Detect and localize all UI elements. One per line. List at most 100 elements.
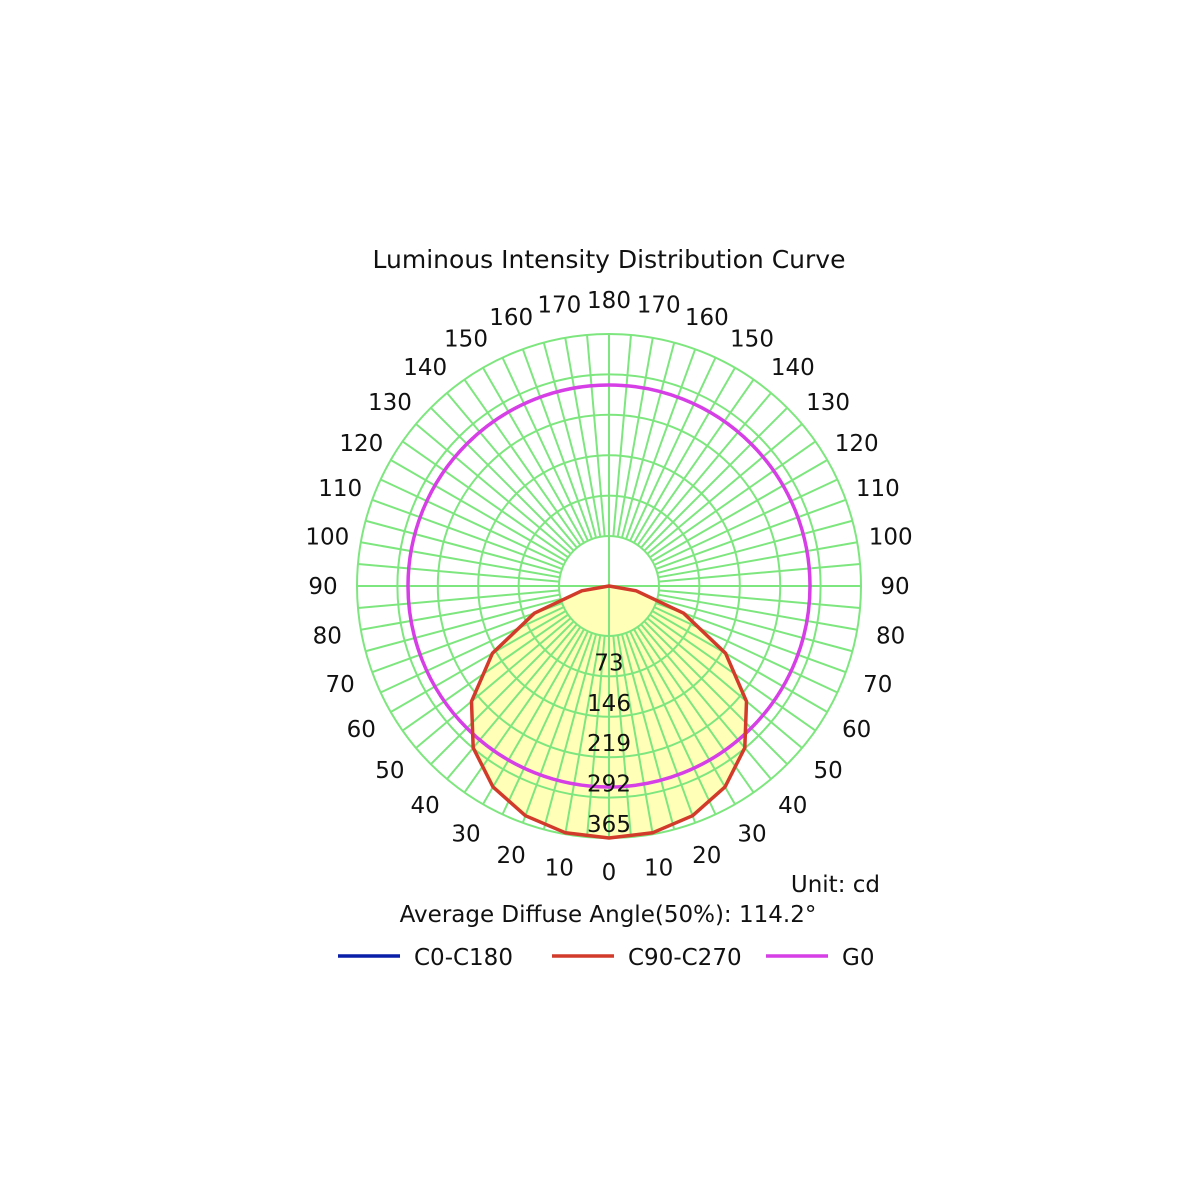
angle-tick-label: 80 <box>876 624 905 650</box>
grid-spoke <box>586 334 606 537</box>
grid-spoke <box>415 423 572 555</box>
grid-spoke <box>653 606 838 694</box>
grid-spoke <box>463 379 582 546</box>
angle-tick-label: 130 <box>806 390 850 416</box>
radial-tick-label: 365 <box>587 812 631 838</box>
grid-spoke <box>521 348 593 540</box>
grid-spoke <box>521 632 593 824</box>
grid-spoke <box>380 606 565 694</box>
grid-spoke <box>629 630 717 815</box>
angle-labels: 0102030405060708090100110120130140150160… <box>305 288 912 886</box>
grid-spoke <box>625 348 697 540</box>
grid-spoke <box>357 589 560 609</box>
grid-spoke <box>371 602 563 674</box>
grid-spoke <box>658 593 858 631</box>
grid-spoke <box>643 407 788 552</box>
grid-spoke <box>629 357 717 542</box>
angle-tick-label: 80 <box>313 624 342 650</box>
grid-spoke <box>402 440 569 559</box>
grid-spoke <box>357 563 560 583</box>
data-marks <box>406 383 812 840</box>
angle-tick-label: 90 <box>308 574 337 600</box>
angle-tick-label: 20 <box>497 843 526 869</box>
grid-spoke <box>482 367 585 544</box>
grid-spoke <box>360 541 560 579</box>
angle-tick-label: 70 <box>863 672 892 698</box>
grid-spoke <box>371 498 563 570</box>
radial-tick-label: 146 <box>587 691 631 717</box>
grid-spoke <box>365 519 561 575</box>
angle-tick-label: 100 <box>305 524 349 550</box>
radial-tick-label: 73 <box>594 650 623 676</box>
angle-tick-label: 150 <box>730 326 774 352</box>
grid-spoke <box>390 610 567 713</box>
grid-spoke <box>643 620 788 765</box>
angle-tick-label: 140 <box>771 355 815 381</box>
grid-spoke <box>501 630 589 815</box>
legend: C0-C180 C90-C270 G0 <box>338 945 874 971</box>
radial-labels: 73 146 219 292 365 <box>587 650 631 838</box>
grid-spoke <box>542 634 598 830</box>
grid-spoke <box>542 342 598 538</box>
grid-spoke <box>612 635 632 838</box>
grid-spoke <box>655 498 847 570</box>
chart-title: Luminous Intensity Distribution Curve <box>373 245 846 274</box>
radial-tick-label: 292 <box>587 772 631 798</box>
grid-spoke <box>446 392 578 549</box>
angle-tick-label: 50 <box>375 758 404 784</box>
angle-tick-label: 10 <box>644 856 673 882</box>
grid-spoke <box>380 478 565 566</box>
grid-spoke <box>586 635 606 838</box>
angle-tick-label: 50 <box>813 758 842 784</box>
grid-spoke <box>655 602 847 674</box>
angle-tick-label: 0 <box>602 860 617 886</box>
grid-spoke <box>658 563 861 583</box>
angle-tick-label: 150 <box>444 326 488 352</box>
angle-tick-label: 30 <box>737 822 766 848</box>
grid-spoke <box>657 519 853 575</box>
angle-tick-label: 40 <box>778 793 807 819</box>
grid-spoke <box>636 379 755 546</box>
angle-tick-label: 60 <box>842 717 871 743</box>
grid-spoke <box>657 597 853 653</box>
grid-spoke <box>415 617 572 749</box>
angle-tick-label: 10 <box>545 856 574 882</box>
grid-spoke <box>646 423 803 555</box>
angle-tick-label: 20 <box>692 843 721 869</box>
angle-tick-label: 180 <box>587 288 631 314</box>
grid-spoke <box>430 620 575 765</box>
grid-spoke <box>646 617 803 749</box>
grid-spoke <box>430 407 575 552</box>
angle-tick-label: 70 <box>326 672 355 698</box>
angle-tick-label: 120 <box>339 431 383 457</box>
grid-spoke <box>649 440 816 559</box>
angle-tick-label: 30 <box>451 822 480 848</box>
grid-spoke <box>482 628 585 805</box>
series-c90-c270 <box>469 584 749 840</box>
angle-tick-label: 140 <box>403 355 447 381</box>
grid-spoke <box>446 623 578 780</box>
unit-label: Unit: cd <box>791 872 880 898</box>
grid-spoke <box>620 342 676 538</box>
diffuse-angle-label: Average Diffuse Angle(50%): 114.2° <box>400 902 817 928</box>
angle-tick-label: 170 <box>637 292 681 318</box>
series-g0 <box>406 383 812 789</box>
grid-spoke <box>640 623 772 780</box>
grid-spoke <box>616 337 654 537</box>
radial-tick-label: 219 <box>587 731 631 757</box>
grid-spoke <box>616 635 654 835</box>
angle-tick-label: 40 <box>411 793 440 819</box>
grid-spoke <box>612 334 632 537</box>
angle-tick-label: 130 <box>368 390 412 416</box>
grid-spoke <box>640 392 772 549</box>
grid-spoke <box>658 541 858 579</box>
angle-tick-label: 100 <box>869 524 913 550</box>
grid-spoke <box>501 357 589 542</box>
legend-label: C0-C180 <box>414 945 513 971</box>
angle-tick-label: 160 <box>489 305 533 331</box>
angle-tick-label: 110 <box>856 476 900 502</box>
angle-tick-label: 120 <box>835 431 879 457</box>
angle-tick-label: 170 <box>537 292 581 318</box>
legend-label: C90-C270 <box>628 945 742 971</box>
